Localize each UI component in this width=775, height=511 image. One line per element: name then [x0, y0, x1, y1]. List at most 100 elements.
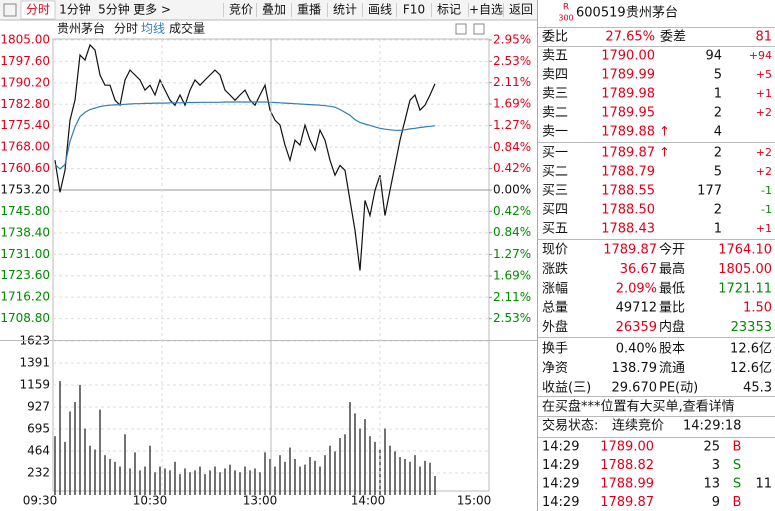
status-time: 14:29:18 — [683, 419, 741, 434]
volume-bar — [329, 445, 331, 495]
volume-bar — [334, 451, 336, 495]
volume-bar — [199, 466, 201, 495]
field-value: 27.65% — [605, 30, 655, 45]
volume-bar — [319, 466, 321, 495]
trade-volume: 3 — [712, 458, 720, 473]
volume-bar — [264, 452, 266, 495]
toolbar-button[interactable]: 叠加 — [262, 3, 286, 17]
field-value: 29.670 — [612, 380, 658, 395]
toolbar-button[interactable]: 分时 — [26, 3, 50, 17]
volume-bar — [414, 455, 416, 495]
book-level: 买二 — [542, 165, 568, 180]
volume-bar — [399, 457, 401, 495]
trade-side: B — [733, 440, 742, 455]
y-tick-label: 1768.00 — [0, 140, 50, 154]
book-volume: 177 — [697, 184, 722, 199]
volume-bar — [174, 461, 176, 495]
book-level: 卖一 — [542, 125, 568, 140]
field-label: 换手 — [542, 342, 568, 357]
y2-tick-label: 0.42% — [493, 161, 531, 175]
volume-bar — [324, 455, 326, 495]
trade-time: 14:29 — [542, 477, 579, 492]
volume-bar — [84, 428, 86, 495]
icon-button[interactable] — [473, 23, 485, 35]
y-tick-label: 1723.60 — [0, 268, 50, 282]
trade-volume: 25 — [703, 440, 720, 455]
legend-average: 均线 — [141, 22, 165, 36]
trade-time: 14:29 — [542, 495, 579, 510]
field-value: 49712 — [616, 301, 657, 316]
active-tab — [20, 0, 56, 20]
volume-bar — [369, 436, 371, 495]
field-value: 1721.11 — [718, 281, 772, 296]
volume-bar — [249, 470, 251, 495]
book-volume: 5 — [714, 165, 722, 180]
volume-bar — [139, 470, 141, 495]
volume-bar — [114, 461, 116, 495]
big-order-notice: 在买盘***位置有大买单,查看详情 — [542, 399, 735, 415]
volume-bar — [289, 447, 291, 495]
y-tick-label: 695 — [27, 422, 50, 436]
toolbar-button[interactable]: 返回 — [509, 3, 533, 17]
toolbar-button[interactable]: 重播 — [297, 3, 321, 17]
volume-bar — [274, 466, 276, 495]
status-value: 连续竞价 — [612, 418, 664, 434]
volume-bar — [404, 458, 406, 495]
y-tick-label: 1391 — [19, 356, 50, 370]
legend-price: 分时 — [114, 22, 138, 36]
field-label: 涨幅 — [542, 281, 568, 296]
toolbar-button[interactable]: 5分钟 — [98, 2, 130, 17]
series-line — [54, 43, 436, 271]
icon-button[interactable] — [455, 23, 467, 35]
book-level: 卖三 — [542, 87, 568, 102]
volume-bar — [189, 472, 191, 495]
field-label: 流通 — [659, 361, 685, 376]
toolbar-button[interactable]: 竞价 — [229, 3, 253, 17]
volume-bar — [69, 411, 71, 495]
y2-tick-label: 0.84% — [493, 140, 531, 154]
field-label: 净资 — [542, 361, 568, 376]
toolbar-button[interactable]: 统计 — [333, 3, 357, 17]
x-tick-label: 10:30 — [133, 494, 168, 508]
volume-bar — [424, 460, 426, 495]
field-label: 最高 — [659, 261, 685, 277]
volume-bar — [209, 470, 211, 495]
volume-bar — [429, 462, 431, 495]
series-line — [54, 101, 436, 170]
toolbar-button[interactable]: 画线 — [368, 3, 392, 17]
volume-bar — [344, 434, 346, 495]
field-value: 36.67 — [620, 262, 657, 277]
y2-tick-label: 0.00% — [493, 183, 531, 197]
toolbar-button[interactable]: 更多 > — [133, 3, 171, 17]
book-price: 1788.55 — [601, 184, 655, 199]
toolbar-button[interactable]: 1分钟 — [59, 2, 91, 17]
toolbar-button[interactable]: +自选 — [469, 3, 503, 17]
volume-bar — [364, 419, 366, 495]
book-volume: 2 — [714, 203, 722, 218]
menu-icon[interactable] — [3, 3, 17, 17]
field-value: 1764.10 — [718, 243, 772, 258]
book-change: -1 — [761, 184, 772, 197]
volume-bar — [349, 402, 351, 495]
y2-tick-label: 1.27% — [493, 118, 531, 132]
book-level: 卖四 — [542, 68, 568, 83]
y-tick-label: 232 — [27, 465, 50, 479]
volume-bar — [149, 445, 151, 495]
trade-count: 11 — [755, 477, 772, 492]
x-tick-label: 15:00 — [457, 494, 492, 508]
book-price: 1788.79 — [601, 165, 655, 180]
volume-bar — [434, 476, 436, 495]
field-label: 涨跌 — [542, 261, 568, 277]
y-tick-label: 1731.00 — [0, 247, 50, 261]
book-price: 1789.98 — [601, 87, 655, 102]
toolbar-button[interactable]: 标记 — [437, 3, 461, 17]
volume-bar — [389, 445, 391, 495]
volume-bar — [284, 461, 286, 495]
y-tick-label: 1760.60 — [0, 161, 50, 175]
toolbar-button[interactable]: F10 — [403, 3, 425, 17]
volume-bar — [354, 413, 356, 495]
book-level: 买三 — [542, 184, 568, 199]
